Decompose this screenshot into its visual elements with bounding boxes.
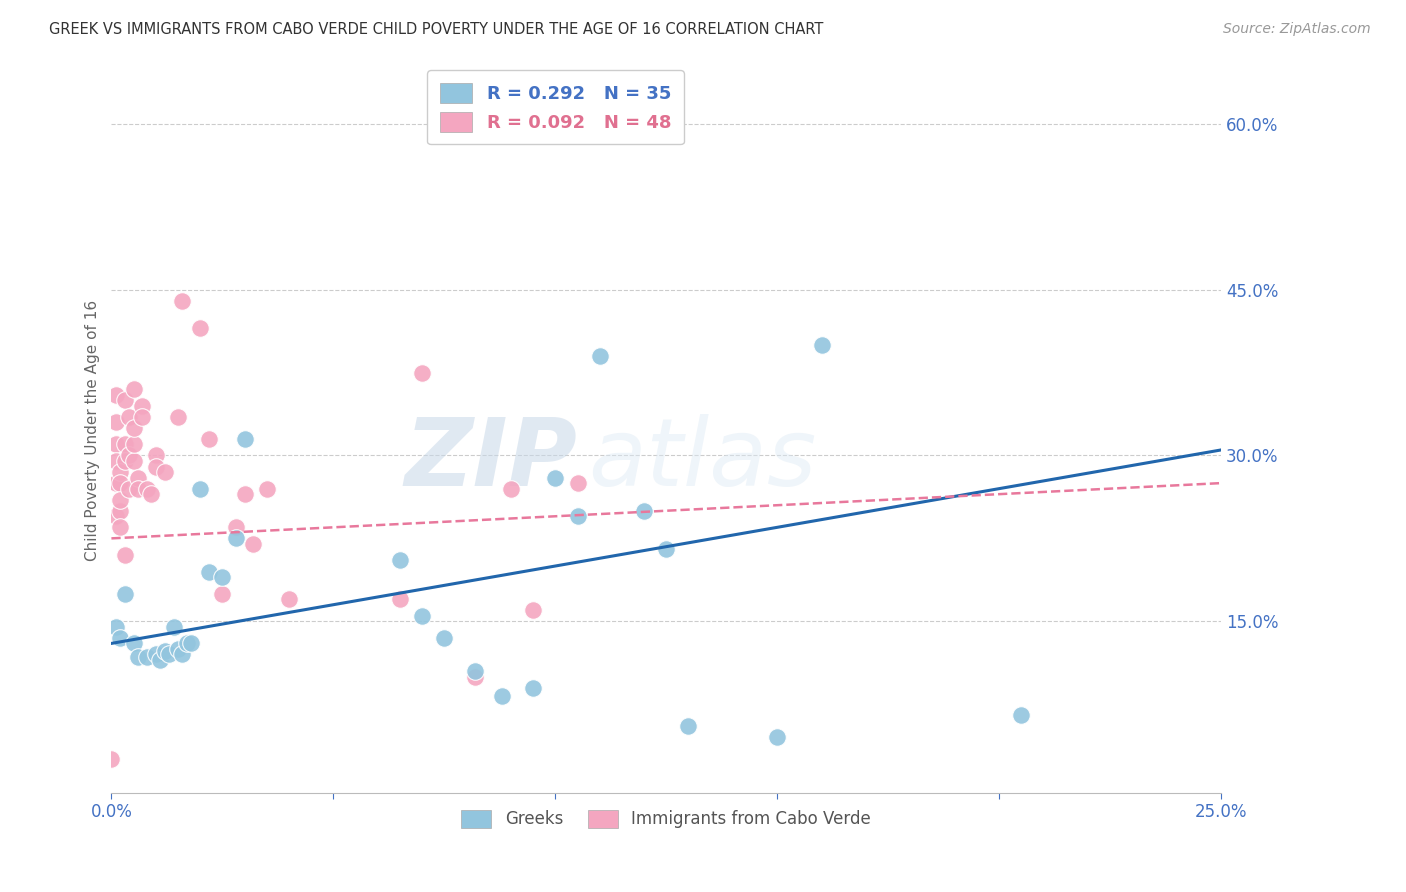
Point: [114, 587, 136, 601]
Legend: Greeks, Immigrants from Cabo Verde: Greeks, Immigrants from Cabo Verde: [454, 803, 877, 835]
Point: [127, 470, 149, 484]
Point: [225, 520, 247, 534]
Point: [131, 399, 153, 413]
Point: [131, 409, 153, 424]
Point: [153, 465, 176, 479]
Point: [491, 690, 513, 704]
Point: [225, 532, 247, 546]
Point: [544, 470, 567, 484]
Point: [589, 349, 612, 363]
Point: [104, 509, 127, 524]
Point: [678, 719, 700, 733]
Point: [110, 504, 132, 518]
Point: [464, 664, 486, 678]
Point: [104, 620, 127, 634]
Point: [118, 482, 141, 496]
Point: [118, 449, 141, 463]
Text: ZIP: ZIP: [405, 414, 578, 506]
Point: [104, 454, 127, 468]
Point: [522, 681, 544, 695]
Point: [242, 537, 264, 551]
Point: [135, 482, 157, 496]
Point: [464, 669, 486, 683]
Point: [127, 649, 149, 664]
Y-axis label: Child Poverty Under the Age of 16: Child Poverty Under the Age of 16: [86, 300, 100, 561]
Point: [176, 636, 198, 650]
Point: [567, 476, 589, 491]
Point: [233, 487, 256, 501]
Point: [127, 482, 149, 496]
Point: [114, 393, 136, 408]
Point: [198, 432, 221, 446]
Point: [172, 648, 194, 662]
Point: [145, 648, 167, 662]
Point: [256, 482, 278, 496]
Point: [411, 608, 433, 623]
Point: [388, 553, 411, 567]
Point: [157, 648, 180, 662]
Point: [188, 482, 211, 496]
Point: [633, 504, 655, 518]
Point: [153, 644, 176, 658]
Point: [145, 459, 167, 474]
Point: [122, 636, 145, 650]
Point: [110, 476, 132, 491]
Point: [145, 449, 167, 463]
Point: [110, 631, 132, 645]
Point: [122, 382, 145, 396]
Point: [135, 649, 157, 664]
Point: [167, 409, 190, 424]
Point: [104, 415, 127, 429]
Point: [118, 409, 141, 424]
Point: [104, 387, 127, 401]
Point: [122, 454, 145, 468]
Point: [122, 437, 145, 451]
Point: [110, 465, 132, 479]
Point: [114, 437, 136, 451]
Point: [141, 487, 163, 501]
Point: [655, 542, 678, 557]
Point: [172, 293, 194, 308]
Point: [766, 731, 789, 745]
Point: [278, 592, 301, 607]
Point: [188, 321, 211, 335]
Text: atlas: atlas: [589, 414, 817, 505]
Point: [433, 631, 456, 645]
Text: Source: ZipAtlas.com: Source: ZipAtlas.com: [1223, 22, 1371, 37]
Point: [104, 476, 127, 491]
Point: [1010, 708, 1032, 723]
Point: [104, 437, 127, 451]
Point: [233, 432, 256, 446]
Point: [110, 492, 132, 507]
Text: GREEK VS IMMIGRANTS FROM CABO VERDE CHILD POVERTY UNDER THE AGE OF 16 CORRELATIO: GREEK VS IMMIGRANTS FROM CABO VERDE CHIL…: [49, 22, 824, 37]
Point: [114, 548, 136, 562]
Point: [114, 454, 136, 468]
Point: [810, 338, 832, 352]
Point: [211, 570, 233, 584]
Point: [110, 520, 132, 534]
Point: [211, 587, 233, 601]
Point: [499, 482, 522, 496]
Point: [522, 603, 544, 617]
Point: [162, 620, 184, 634]
Point: [411, 366, 433, 380]
Point: [149, 653, 172, 667]
Point: [180, 636, 202, 650]
Point: [198, 565, 221, 579]
Point: [388, 592, 411, 607]
Point: [567, 509, 589, 524]
Point: [122, 421, 145, 435]
Point: [167, 642, 190, 657]
Point: [100, 752, 122, 766]
